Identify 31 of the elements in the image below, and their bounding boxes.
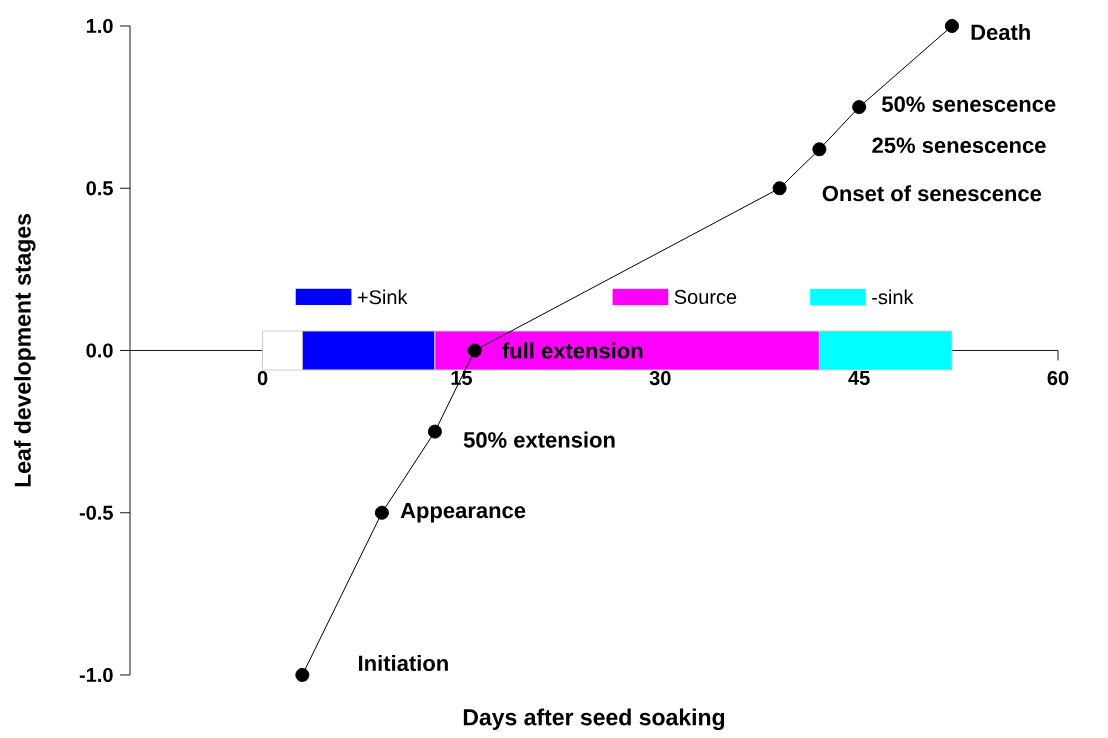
legend-label: Source <box>674 289 737 305</box>
point <box>944 18 959 33</box>
annotation: full extension <box>502 342 643 359</box>
annotation: Onset of senescence <box>822 185 1042 202</box>
point <box>852 100 867 115</box>
y-tick-label: -0.5 <box>79 505 113 520</box>
point <box>812 142 827 157</box>
x-tick-label: 30 <box>649 371 671 386</box>
y-axis-title: Leaf development stages <box>13 214 36 487</box>
annotation: Appearance <box>400 502 526 523</box>
legend-label: +Sink <box>357 289 408 305</box>
annotation: 25% senescence <box>872 137 1046 154</box>
annotation: Initiation <box>359 654 448 672</box>
y-tick-label: 0.5 <box>86 181 113 196</box>
x-tick-label: 15 <box>451 371 472 385</box>
y-tick-label: 0.0 <box>86 343 113 358</box>
legend-label: -sink <box>872 289 914 305</box>
y-tick-label: -1.0 <box>79 667 113 683</box>
x-axis-title: Days after seed soaking <box>463 708 725 731</box>
point <box>295 667 310 682</box>
x-tick-label: 60 <box>1047 371 1069 386</box>
x-tick-label: 0 <box>257 371 268 386</box>
point <box>374 505 389 520</box>
point <box>467 343 482 358</box>
y-tick-label: 1.0 <box>86 18 113 34</box>
annotation: Death <box>971 23 1030 41</box>
point <box>772 181 787 196</box>
annotation: 50% senescence <box>882 96 1056 112</box>
annotation: 50% extension <box>463 431 615 448</box>
x-tick-label: 45 <box>848 371 870 385</box>
point <box>427 424 442 439</box>
